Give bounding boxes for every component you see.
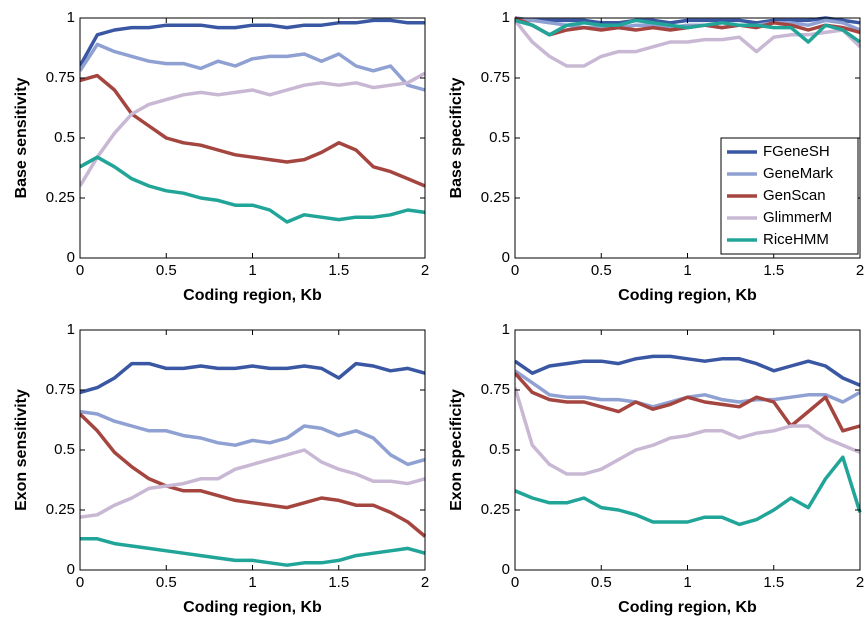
data-line [515, 354, 861, 387]
data-line [80, 537, 426, 567]
data-line [80, 361, 426, 395]
y-tick-label: 0.5 [489, 129, 510, 146]
y-axis-label: Exon specificity [448, 389, 465, 511]
data-line [80, 42, 426, 92]
subplot: 0 0.5 1 1.5 2 0 0.25 0.5 0.75 1 Coding region, Kb E… [13, 321, 429, 616]
legend-label: GenScan [763, 187, 826, 204]
data-line [515, 372, 861, 433]
y-tick-label: 0.75 [481, 69, 510, 86]
x-tick-label: 1 [248, 262, 256, 279]
y-tick-label: 1 [67, 321, 75, 338]
data-line [80, 412, 427, 538]
x-tick-label: 2 [421, 262, 429, 279]
x-tick-label: 0.5 [591, 574, 612, 591]
data-line [515, 455, 862, 527]
data-line [80, 73, 426, 188]
x-axis-label: Coding region, Kb [183, 599, 322, 616]
data-line [80, 71, 426, 187]
x-tick-label: 0 [511, 262, 519, 279]
y-axis-label: Base specificity [448, 77, 465, 198]
legend-label: GlimmerM [763, 209, 832, 226]
x-tick-label: 1 [683, 574, 691, 591]
y-tick-label: 0 [67, 561, 75, 578]
plot-frame [514, 329, 861, 571]
legend-label: FGeneSH [763, 143, 830, 160]
plot-frame [79, 17, 426, 259]
data-line [80, 409, 426, 467]
y-tick-label: 0.5 [54, 129, 75, 146]
y-tick-label: 1 [502, 321, 510, 338]
x-tick-label: 0.5 [156, 574, 177, 591]
x-tick-label: 1.5 [763, 262, 784, 279]
y-tick-label: 0.5 [54, 441, 75, 458]
x-tick-label: 1 [248, 574, 256, 591]
y-tick-label: 0 [502, 249, 510, 266]
y-tick-label: 0.75 [46, 69, 75, 86]
x-axis-label: Coding region, Kb [618, 599, 757, 616]
y-tick-label: 0 [502, 561, 510, 578]
y-tick-label: 0.75 [46, 381, 75, 398]
legend-label: RiceHMM [763, 231, 829, 248]
y-tick-label: 0.75 [481, 381, 510, 398]
subplot: 0 0.5 1 1.5 2 0 0.25 0.5 0.75 1 Coding region, Kb B… [13, 9, 429, 304]
x-tick-label: 0 [511, 574, 519, 591]
x-axis-label: Coding region, Kb [183, 287, 322, 304]
subplot: 0 0.5 1 1.5 2 0 0.25 0.5 0.75 1 Coding region, Kb B… [448, 9, 864, 304]
y-tick-label: 1 [67, 9, 75, 26]
x-tick-label: 1 [683, 262, 691, 279]
legend: FGeneSH GeneMark GenScan GlimmerM RiceHMM [720, 137, 859, 255]
x-tick-label: 0.5 [156, 262, 177, 279]
y-tick-label: 0.25 [46, 189, 75, 206]
y-tick-label: 0 [67, 249, 75, 266]
x-tick-label: 0 [76, 262, 84, 279]
y-tick-label: 0.25 [481, 189, 510, 206]
legend-label: GeneMark [763, 165, 834, 182]
x-tick-label: 2 [856, 262, 864, 279]
y-axis-label: Base sensitivity [13, 77, 30, 198]
x-tick-label: 2 [856, 574, 864, 591]
x-tick-label: 1.5 [763, 574, 784, 591]
y-tick-label: 1 [502, 9, 510, 26]
y-tick-label: 0.25 [46, 501, 75, 518]
y-tick-label: 0.5 [489, 441, 510, 458]
data-line [80, 155, 426, 224]
y-tick-label: 0.25 [481, 501, 510, 518]
x-tick-label: 1.5 [328, 574, 349, 591]
data-line [80, 448, 426, 519]
data-line [515, 18, 862, 44]
subplot: 0 0.5 1 1.5 2 0 0.25 0.5 0.75 1 Coding region, Kb E… [448, 321, 864, 616]
x-tick-label: 0.5 [591, 262, 612, 279]
x-tick-label: 2 [421, 574, 429, 591]
data-line [80, 18, 425, 67]
y-axis-label: Exon sensitivity [13, 389, 30, 511]
x-tick-label: 1.5 [328, 262, 349, 279]
x-axis-label: Coding region, Kb [618, 287, 757, 304]
data-line [515, 19, 862, 68]
x-tick-label: 0 [76, 574, 84, 591]
data-line [515, 387, 861, 476]
